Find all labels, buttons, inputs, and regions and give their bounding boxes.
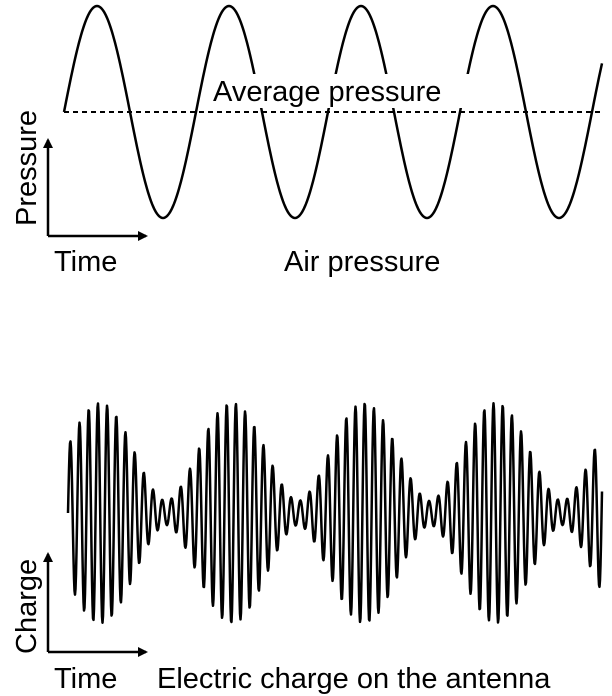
electric-charge-caption: Electric charge on the antenna [157,663,551,695]
electric-charge-panel: Charge Time Electric charge on the anten… [11,402,604,695]
charge-y-axis-label: Charge [11,559,43,654]
average-pressure-label: Average pressure [213,76,441,108]
electric-charge-wave [66,402,604,624]
air-pressure-panel: Average pressure Pressure Time Air press… [11,4,604,278]
charge-x-axis-label: Time [54,663,117,695]
air-pressure-caption: Air pressure [284,246,440,278]
pressure-x-axis-label: Time [54,246,117,278]
air-pressure-wave [62,4,604,220]
average-pressure-label-bg [208,74,476,108]
pressure-y-axis-label: Pressure [11,110,43,226]
